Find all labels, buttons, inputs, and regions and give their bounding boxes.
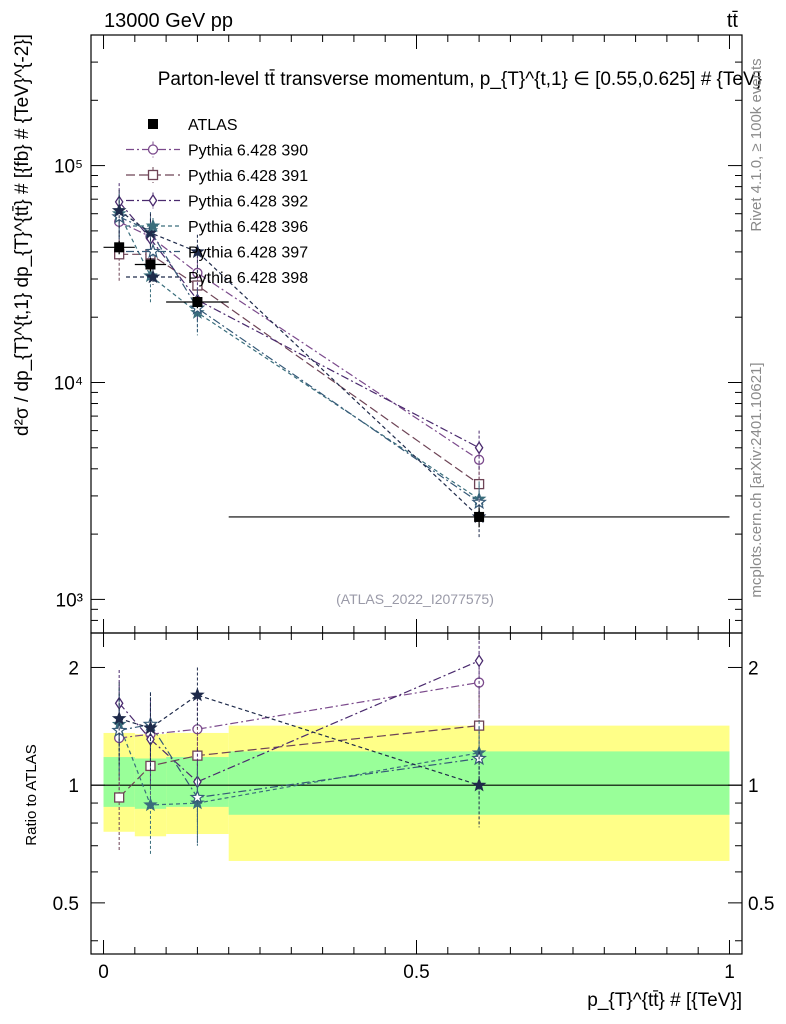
atlas-point — [192, 297, 203, 308]
main-panel: 10³ 10⁴ 10⁵ — [54, 34, 743, 634]
series-point — [111, 202, 127, 217]
legend-entry-391: Pythia 6.428 391 — [126, 167, 308, 185]
ratio-axes: 0.5 0.5 1 1 2 2 0 0.5 1 — [53, 633, 774, 983]
legend-label: Pythia 6.428 390 — [188, 143, 308, 160]
legend-label: Pythia 6.428 398 — [188, 270, 308, 287]
legend-marker — [145, 269, 161, 284]
legend-entry-atlas: ATLAS — [148, 117, 238, 134]
ratio-point — [143, 720, 158, 735]
ratio-series-line — [119, 694, 480, 786]
series-390 — [114, 200, 485, 482]
series-point — [473, 454, 485, 465]
legend-marker — [145, 243, 161, 259]
legend-label: Pythia 6.428 392 — [188, 194, 308, 211]
x-tick-label: 1 — [724, 962, 735, 983]
ratio-point — [114, 792, 125, 803]
analysis-watermark: (ATLAS_2022_I2077575) — [336, 591, 494, 607]
legend-marker — [145, 218, 161, 233]
legend-entry-390: Pythia 6.428 390 — [126, 141, 308, 160]
ratio-y-tick-label: 0.5 — [53, 894, 79, 915]
ratio-point — [474, 654, 484, 668]
ratio-series-line — [119, 681, 480, 739]
series-line — [118, 210, 480, 518]
ratio-y-tick-label: 1 — [68, 776, 79, 797]
atlas-point — [474, 511, 485, 522]
series-line — [118, 213, 480, 500]
series-point — [143, 225, 158, 239]
legend-label: Pythia 6.428 396 — [188, 219, 308, 236]
legend-label: Pythia 6.428 397 — [188, 245, 308, 262]
atlas-data — [103, 240, 730, 528]
ratio-y-tick-label-right: 2 — [748, 658, 759, 679]
main-y-tick-label: 10³ — [56, 590, 83, 611]
ratio-y-tick-label: 2 — [68, 658, 79, 679]
legend-entry-392: Pythia 6.428 392 — [126, 192, 308, 211]
ratio-point — [471, 777, 487, 792]
legend-marker — [148, 193, 158, 208]
main-plot-area — [103, 183, 730, 539]
ratio-panel: 0.5 0.5 1 1 2 2 0 0.5 1 — [53, 632, 774, 983]
legend-marker — [147, 144, 159, 155]
main-y-tick-label: 10⁴ — [54, 373, 83, 394]
legend-label: ATLAS — [188, 117, 238, 134]
series-point — [190, 244, 205, 259]
ratio-y-tick-label-right: 1 — [748, 776, 759, 797]
mcplots-source-label: mcplots.cern.ch [arXiv:2401.10621] — [748, 362, 765, 597]
ratio-point — [190, 687, 205, 702]
ratio-plot-area — [91, 633, 742, 861]
energy-label: 13000 GeV pp — [104, 10, 233, 32]
series-line — [118, 216, 480, 503]
x-tick-label: 0 — [98, 962, 109, 983]
legend-marker — [147, 169, 159, 181]
ratio-series-398 — [111, 667, 487, 828]
ratio-point — [143, 797, 158, 812]
ratio-frame — [90, 632, 743, 955]
series-398 — [111, 190, 487, 539]
series-line — [118, 201, 480, 449]
legend-entry-396: Pythia 6.428 396 — [126, 218, 308, 236]
x-axis-label: p_{T}^{tt̄} # [{TeV}] — [587, 990, 742, 1011]
x-tick-label: 0.5 — [403, 962, 429, 983]
ratio-y-tick-label-right: 0.5 — [748, 894, 774, 915]
series-line — [118, 221, 480, 461]
ratio-y-axis-label: Ratio to ATLAS — [23, 744, 40, 845]
process-label: tt̄ — [727, 10, 739, 32]
ratio-series-line — [118, 660, 480, 783]
plot-title: Parton-level tt̄ transverse momentum, p_… — [158, 69, 762, 90]
series-line — [119, 253, 480, 485]
legend-label: Pythia 6.428 391 — [188, 168, 308, 185]
legend-entry-397: Pythia 6.428 397 — [126, 243, 308, 262]
main-y-tick-label: 10⁵ — [54, 157, 83, 178]
main-y-axis-label: d²σ / dp_{T}^{t,1} dp_{T}^{tt̄} # [{fb} … — [12, 34, 33, 436]
ratio-point — [189, 789, 206, 805]
atlas-point — [145, 259, 156, 270]
legend: ATLAS Pythia 6.428 390 Pythia 6.428 391 Pyt… — [126, 117, 308, 287]
atlas-point — [114, 242, 125, 253]
rivet-version-label: Rivet 4.1.0, ≥ 100k events — [748, 58, 765, 231]
series-point — [474, 441, 484, 455]
legend-entry-398: Pythia 6.428 398 — [126, 269, 308, 287]
legend-marker — [148, 119, 158, 129]
ratio-point — [111, 710, 127, 725]
ratio-series-line — [119, 723, 480, 799]
